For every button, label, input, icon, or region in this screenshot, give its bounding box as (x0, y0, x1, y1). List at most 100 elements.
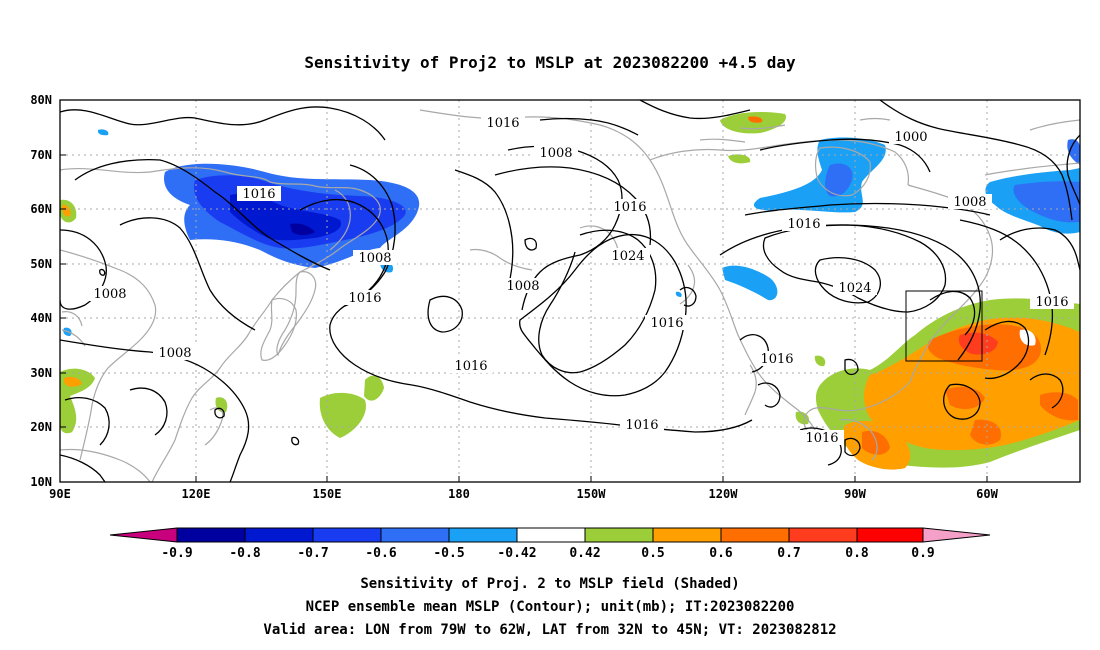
china-coast (60, 249, 157, 461)
contour-label: 1016 (805, 431, 838, 446)
longitude-labels: 90E 120E 150E 180 150W 120W 90W 60W (49, 487, 998, 501)
colorbar-label: -0.7 (297, 546, 328, 561)
colorbar-swatch (789, 528, 857, 542)
shaded-positive-west-edge (60, 199, 95, 434)
map-frame (59, 99, 1081, 483)
contour-1016-atlantic (959, 219, 1054, 356)
colorbar-swatch (177, 528, 245, 542)
contour-label: 1016 (613, 200, 646, 215)
contour-label: 1016 (787, 217, 820, 232)
lat-label: 50N (30, 257, 52, 271)
contour-east-coast (929, 290, 976, 336)
contour-small-closed-2 (524, 237, 538, 251)
lon-label: 90W (844, 487, 866, 501)
asia-coast (60, 167, 381, 482)
lon-label: 120W (709, 487, 739, 501)
contour-1008-southwest (60, 339, 250, 482)
valid-area-box (905, 290, 983, 362)
lon-label: 90E (49, 487, 71, 501)
contour-label: 1008 (953, 195, 986, 210)
contour-label: 1008 (358, 251, 391, 266)
lat-label: 10N (30, 475, 52, 489)
contour-1016-okhotsk (74, 159, 331, 271)
contour-atlantic-closed (943, 383, 981, 420)
colorbar-label: 0.6 (709, 546, 733, 561)
japan-coast (276, 271, 317, 357)
lat-label: 40N (30, 311, 52, 325)
colorbar-label: -0.42 (497, 546, 536, 561)
philippines-coast (204, 407, 224, 446)
lon-label: 150W (577, 487, 607, 501)
greenland-north (1029, 119, 1080, 131)
colorbar-label: -0.5 (433, 546, 464, 561)
coastlines (60, 109, 1080, 482)
contour-gulf-closed (844, 437, 861, 457)
contour-labels: 1016 1008 1000 1016 1008 1016 1024 1016 … (88, 115, 1074, 446)
contour-1008-aleutian-west (454, 169, 514, 289)
colorbar-label: 0.5 (641, 546, 664, 561)
contour-label: 1016 (1035, 295, 1068, 310)
colorbar-swatch (110, 528, 177, 542)
lat-label: 70N (30, 148, 52, 162)
contour-small-closed-1 (427, 295, 463, 333)
contour-label: 1008 (158, 346, 191, 361)
greenland-south (984, 162, 1080, 176)
hudson-bay (814, 146, 871, 197)
contour-label: 1016 (760, 352, 793, 367)
contour-tiny-1 (99, 268, 106, 276)
contour-east-edge (1066, 134, 1080, 206)
contour-label: 1016 (625, 418, 658, 433)
contour-1016-north-america (719, 224, 981, 361)
contour-atlantic-inner (984, 320, 1030, 380)
colorbar-swatch (585, 528, 653, 542)
arctic-islands (699, 117, 891, 143)
bc-coast (679, 264, 696, 305)
contour-1016-pacific-high (519, 233, 687, 397)
contour-label: 1000 (894, 130, 927, 145)
contour-1008-west (60, 229, 107, 310)
kamchatka-coast (329, 189, 351, 251)
contour-label: 1008 (506, 279, 539, 294)
contour-1016-gulf-alaska (494, 166, 652, 246)
contour-small-canada (814, 257, 881, 304)
lon-label: 120E (182, 487, 211, 501)
aleutians (469, 248, 533, 271)
contour-label: 1016 (650, 316, 683, 331)
contour-label: 1008 (93, 287, 126, 302)
contour-label: 1024 (611, 249, 644, 264)
colorbar-swatch (381, 528, 449, 542)
lat-label: 30N (30, 366, 52, 380)
indochina-coast (60, 448, 151, 482)
lon-label: 60W (976, 487, 998, 501)
contour-label: 1016 (486, 116, 519, 131)
contour-1000-arctic (759, 138, 931, 173)
contour-label: 1016 (454, 359, 487, 374)
contour-tiny-3 (291, 436, 300, 446)
contour-south-china (64, 397, 110, 446)
colorbar-label: 0.42 (569, 546, 600, 561)
contour-atlantic-inner-2 (1029, 373, 1064, 409)
contour-1008-west-b (119, 217, 256, 331)
contour-1008-indochina (129, 387, 168, 436)
contour-1016-north (539, 117, 639, 136)
lon-label: 150E (313, 487, 342, 501)
contour-1008-north-asia (60, 106, 386, 141)
colorbar-swatch (857, 528, 923, 542)
north-america-west (419, 109, 821, 441)
colorbar-swatch (245, 528, 313, 542)
figure-title: Sensitivity of Proj2 to MSLP at 20230822… (304, 53, 796, 72)
contour-arctic-east (879, 100, 1073, 221)
colorbar-swatch (653, 528, 721, 542)
colorbar-label: -0.9 (161, 546, 192, 561)
colorbar-swatch (923, 528, 990, 542)
caption-line-1: Sensitivity of Proj. 2 to MSLP field (Sh… (360, 576, 739, 592)
lat-label: 20N (30, 420, 52, 434)
yucatan (839, 418, 878, 461)
korea-coast (260, 297, 297, 361)
contour-arctic-1 (639, 100, 751, 120)
caption-line-3: Valid area: LON from 79W to 62W, LAT fro… (263, 622, 836, 638)
colorbar-label: -0.6 (365, 546, 396, 561)
lon-label: 180 (448, 487, 470, 501)
tick-marks (60, 99, 988, 483)
